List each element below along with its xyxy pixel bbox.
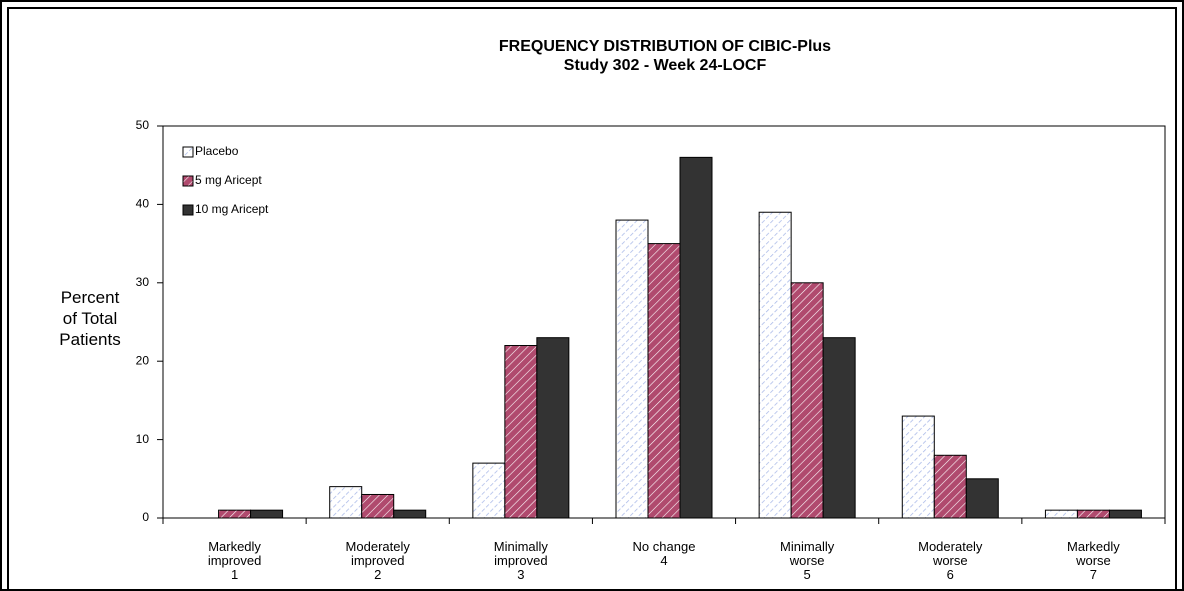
bar (393, 509, 427, 519)
bar (933, 454, 967, 519)
y-axis-label: Percent of Total Patients (59, 288, 121, 349)
bar (472, 462, 506, 519)
bar (250, 509, 284, 519)
chart-subtitle: Study 302 - Week 24-LOCF (564, 57, 767, 74)
y-tick-label: 20 (136, 353, 150, 367)
inner-frame (7, 7, 1177, 591)
y-tick-label: 30 (136, 275, 150, 289)
x-tick-label: Moderately worse 6 (918, 539, 983, 582)
y-tick-label: 0 (142, 510, 149, 524)
bar (758, 211, 792, 519)
legend-swatch (182, 175, 194, 187)
bar (679, 156, 713, 519)
bar (504, 345, 538, 519)
bar (1108, 509, 1142, 519)
bar (536, 337, 570, 519)
bar (615, 219, 649, 519)
x-tick-label: Minimally improved 3 (493, 539, 548, 582)
bar (790, 282, 824, 519)
legend-label: 5 mg Aricept (195, 173, 262, 187)
x-tick-label: Moderately improved 2 (345, 539, 410, 582)
x-tick-label: Minimally worse 5 (780, 539, 835, 582)
bar (1044, 509, 1078, 519)
y-tick-label: 50 (136, 118, 150, 132)
bar (822, 337, 856, 519)
bar (901, 415, 935, 519)
bar (1076, 509, 1110, 519)
x-tick-label: No change 4 (632, 539, 696, 568)
y-tick-label: 10 (136, 432, 150, 446)
bar (329, 486, 363, 519)
bar (361, 493, 395, 519)
legend-swatch (182, 204, 194, 216)
bar (965, 478, 999, 519)
legend-swatch (182, 146, 194, 158)
chart-title: FREQUENCY DISTRIBUTION OF CIBIC-Plus (499, 38, 831, 55)
legend-label: 10 mg Aricept (195, 202, 269, 216)
bar (647, 243, 681, 519)
legend-label: Placebo (195, 144, 239, 158)
x-tick-label: Markedly worse 7 (1067, 539, 1120, 582)
y-tick-label: 40 (136, 197, 150, 211)
x-tick-label: Markedly improved 1 (207, 539, 262, 582)
bar (218, 509, 252, 519)
